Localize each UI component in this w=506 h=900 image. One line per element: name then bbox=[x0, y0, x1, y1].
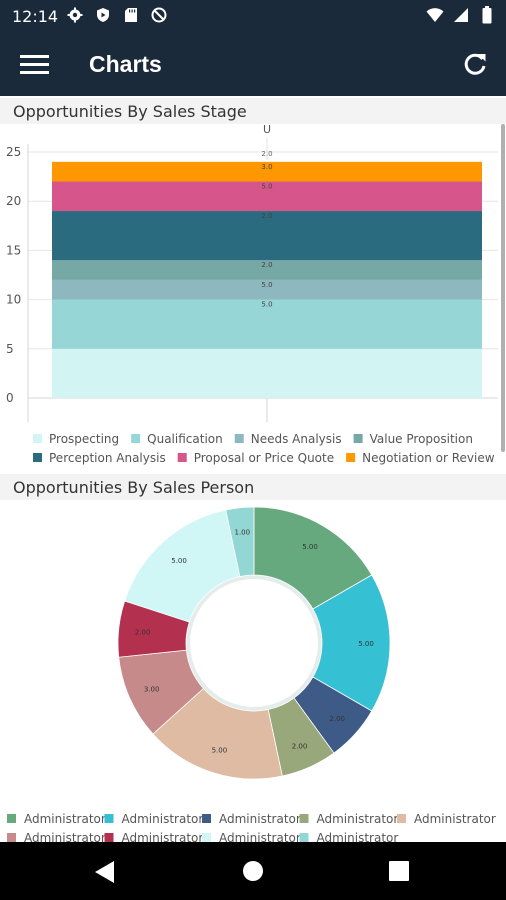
data-label: 5.0 bbox=[261, 281, 272, 289]
legend-label: Administrator bbox=[122, 812, 204, 826]
shield-icon bbox=[94, 6, 112, 24]
bar-segment bbox=[52, 260, 482, 280]
sales-stage-title: Opportunities By Sales Stage bbox=[13, 102, 247, 121]
legend-label: Needs Analysis bbox=[251, 432, 342, 446]
legend-swatch bbox=[346, 453, 356, 462]
donut-hole bbox=[190, 579, 318, 707]
pie-slice bbox=[225, 506, 255, 577]
legend-label: Administrator bbox=[317, 812, 399, 826]
cellular-icon bbox=[452, 6, 470, 24]
legend-label: Qualification bbox=[147, 432, 223, 446]
legend-swatch bbox=[397, 814, 406, 823]
legend-label: Administrator bbox=[317, 831, 399, 842]
status-bar: 12:14 bbox=[0, 0, 506, 34]
recents-square-icon[interactable] bbox=[387, 859, 411, 883]
sales-person-title: Opportunities By Sales Person bbox=[13, 478, 255, 497]
legend-label: Value Proposition bbox=[370, 432, 473, 446]
legend-swatch bbox=[104, 833, 114, 842]
home-circle-icon[interactable] bbox=[240, 858, 266, 884]
legend-swatch bbox=[7, 833, 16, 842]
legend-label: Prospecting bbox=[49, 432, 119, 446]
legend-label: Administrator bbox=[24, 831, 106, 842]
legend-swatch bbox=[234, 434, 244, 443]
page-title: Charts bbox=[89, 51, 162, 77]
slice-label: 3.00 bbox=[144, 686, 160, 694]
sales-stage-chart: 0 5 10 15 20 25 U 5.0 5.0 2.0 2.0 5.0 3.0 2.0 Prospect… bbox=[6, 124, 498, 465]
navigation-bar bbox=[0, 842, 506, 900]
data-label: 2.0 bbox=[261, 212, 272, 220]
legend-label: Administrator bbox=[24, 812, 106, 826]
legend-swatch bbox=[177, 453, 187, 462]
slice-label: 5.00 bbox=[212, 747, 228, 755]
y-tick-label: 15 bbox=[6, 243, 21, 257]
legend-label: Negotiation or Review bbox=[362, 451, 495, 465]
legend-label: Administrator bbox=[414, 812, 496, 826]
bar-segment bbox=[52, 161, 482, 182]
legend-label: Administrator bbox=[219, 831, 301, 842]
app-bar: Charts bbox=[0, 34, 506, 96]
menu-button[interactable] bbox=[14, 48, 54, 82]
bar-segment bbox=[52, 211, 482, 261]
refresh-button[interactable] bbox=[458, 48, 492, 82]
status-icons-left bbox=[66, 6, 168, 24]
sales-person-header: Opportunities By Sales Person bbox=[0, 474, 506, 500]
data-label: 2.0 bbox=[261, 261, 272, 269]
do-not-disturb-icon bbox=[150, 6, 168, 24]
legend-swatch bbox=[299, 833, 309, 842]
slice-label: 1.00 bbox=[234, 529, 250, 537]
status-time: 12:14 bbox=[12, 7, 59, 26]
sales-stage-header: Opportunities By Sales Stage bbox=[0, 98, 506, 124]
x-tick-label: U bbox=[263, 124, 271, 136]
legend-swatch bbox=[33, 434, 42, 443]
legend-swatch bbox=[131, 434, 141, 443]
legend-label: Administrator bbox=[219, 812, 301, 826]
legend-swatch bbox=[202, 814, 211, 823]
wifi-icon bbox=[426, 6, 444, 24]
gear-icon bbox=[66, 6, 84, 24]
scrollbar[interactable] bbox=[501, 124, 505, 452]
legend-label: Administrator bbox=[122, 831, 204, 842]
bar-segment bbox=[52, 279, 482, 300]
data-label: 5.0 bbox=[261, 301, 272, 309]
bar-segment bbox=[52, 181, 482, 212]
legend-swatch bbox=[299, 814, 309, 823]
sd-card-icon bbox=[122, 6, 140, 24]
bar-segment bbox=[52, 348, 482, 398]
slice-label: 2.00 bbox=[329, 715, 345, 723]
legend-swatch bbox=[33, 453, 42, 462]
data-label: 5.0 bbox=[261, 183, 272, 191]
slice-label: 5.00 bbox=[171, 557, 187, 565]
y-tick-label: 5 bbox=[6, 342, 14, 356]
battery-icon bbox=[478, 6, 496, 24]
y-tick-label: 25 bbox=[6, 145, 21, 159]
bar-segment bbox=[52, 299, 482, 349]
y-tick-label: 20 bbox=[6, 194, 21, 208]
legend-label: Perception Analysis bbox=[49, 451, 166, 465]
slice-label: 2.00 bbox=[135, 628, 151, 636]
legend-swatch bbox=[202, 833, 211, 842]
refresh-icon bbox=[464, 53, 486, 75]
data-label: 2.0 bbox=[261, 150, 272, 158]
status-icons-right bbox=[426, 6, 496, 24]
legend-swatch bbox=[7, 814, 16, 823]
slice-label: 5.00 bbox=[302, 543, 318, 551]
y-tick-label: 10 bbox=[6, 293, 21, 307]
legend-swatch bbox=[353, 434, 363, 443]
sales-person-chart: 5.00 5.00 2.00 2.00 5.00 3.00 2.00 5.00 1.00 Admi… bbox=[7, 506, 496, 842]
hamburger-menu-icon bbox=[20, 55, 49, 74]
y-tick-label: 0 bbox=[6, 391, 14, 405]
legend-label: Proposal or Price Quote bbox=[194, 451, 334, 465]
slice-label: 2.00 bbox=[292, 742, 308, 750]
legend-swatch bbox=[104, 814, 114, 823]
slice-label: 5.00 bbox=[358, 640, 374, 648]
back-triangle-icon[interactable] bbox=[92, 859, 118, 885]
data-label: 3.0 bbox=[261, 163, 272, 171]
